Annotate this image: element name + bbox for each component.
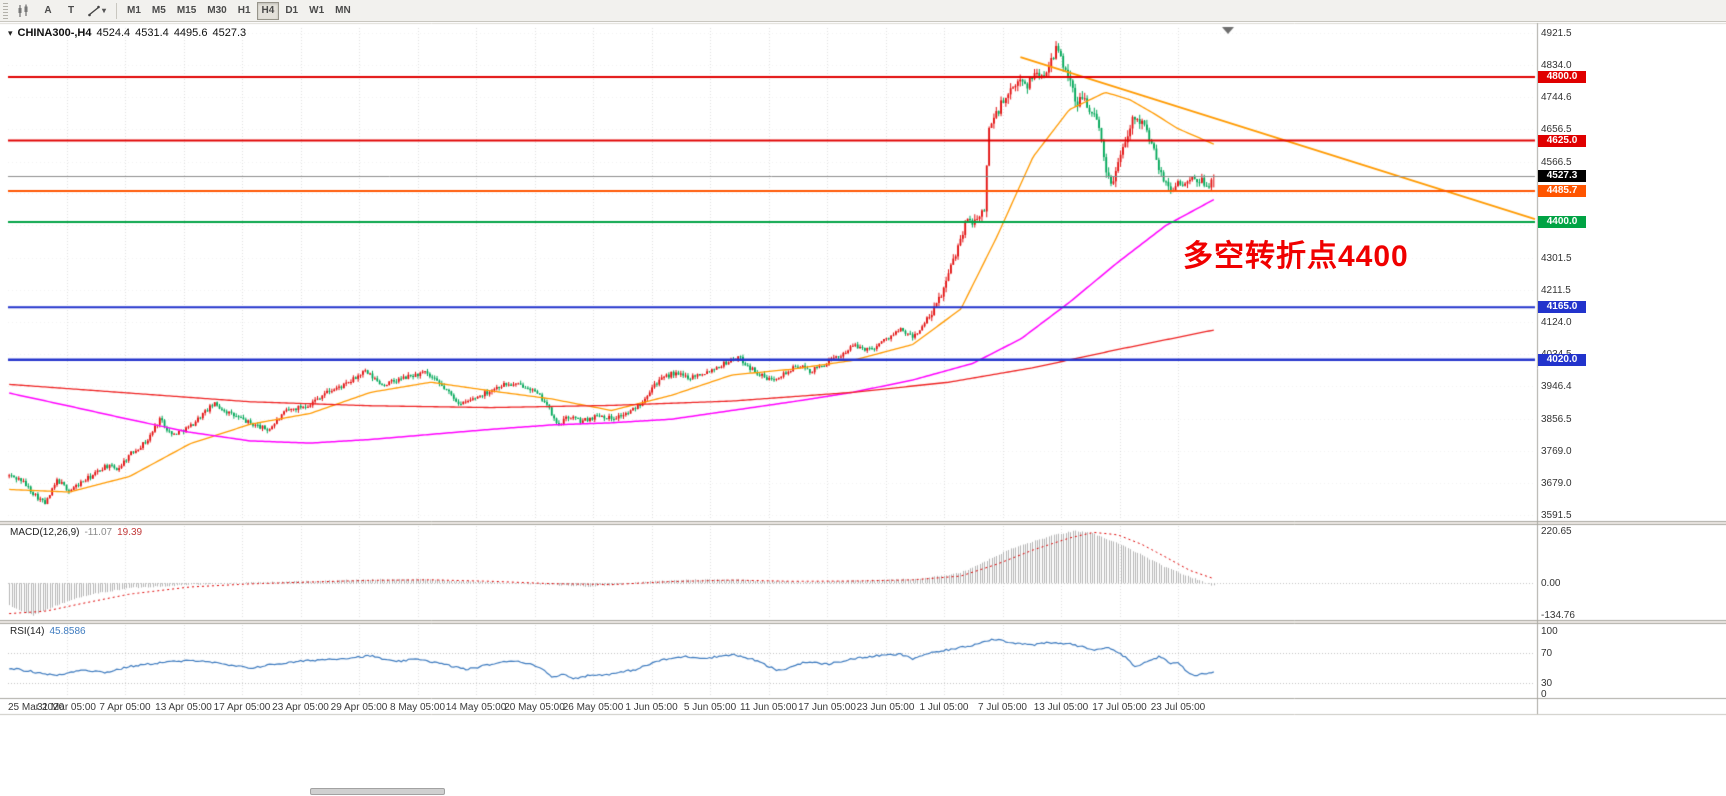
chart-ohlc-title: ▾ CHINA300-,H4 4524.4 4531.4 4495.6 4527… xyxy=(8,27,246,39)
toolbar: A T ▾ M1 M5 M15 M30 H1 H4 D1 W1 MN xyxy=(0,0,1726,22)
timeframe-button-m5[interactable]: M5 xyxy=(147,2,171,20)
rsi-value: 45.8586 xyxy=(49,626,86,637)
candlestick-chart-icon xyxy=(18,4,28,17)
macd-indicator-label: MACD(12,26,9) -11.07 19.39 xyxy=(10,527,142,538)
chart-text-annotation[interactable]: 多空转折点4400 xyxy=(1183,240,1409,273)
macd-name: MACD(12,26,9) xyxy=(10,527,80,538)
rsi-indicator-label: RSI(14) 45.8586 xyxy=(10,626,86,637)
text-tool-button[interactable]: A xyxy=(37,2,59,20)
rsi-name: RSI(14) xyxy=(10,626,45,637)
macd-signal-value: 19.39 xyxy=(117,527,143,538)
timeframe-button-w1[interactable]: W1 xyxy=(304,2,329,20)
macd-panel[interactable] xyxy=(0,525,1537,620)
line-tool-dropdown-button[interactable]: ▾ xyxy=(83,2,111,20)
macd-main-value: -11.07 xyxy=(84,527,113,538)
chevron-down-icon: ▾ xyxy=(102,6,107,15)
low-value: 4495.6 xyxy=(173,27,208,39)
toolbar-drag-handle[interactable] xyxy=(3,2,8,19)
symbol-timeframe-label: CHINA300-,H4 xyxy=(17,27,92,39)
collapse-arrow-icon[interactable]: ▾ xyxy=(8,27,13,38)
horizontal-scrollbar-thumb[interactable] xyxy=(310,788,445,795)
timeframe-button-m1[interactable]: M1 xyxy=(122,2,146,20)
rsi-panel[interactable] xyxy=(0,624,1537,698)
close-value: 4527.3 xyxy=(212,27,247,39)
high-value: 4531.4 xyxy=(135,27,169,39)
timeframe-button-m15[interactable]: M15 xyxy=(172,2,201,20)
timeframe-button-d1[interactable]: D1 xyxy=(280,2,303,20)
price-axis[interactable] xyxy=(1537,24,1607,698)
timeframe-button-m30[interactable]: M30 xyxy=(202,2,231,20)
time-axis[interactable] xyxy=(0,700,1537,714)
chart-type-button[interactable] xyxy=(12,2,36,20)
open-value: 4524.4 xyxy=(96,27,131,39)
timeframe-button-h4[interactable]: H4 xyxy=(256,1,280,20)
text-label-tool-button[interactable]: T xyxy=(60,2,82,20)
trendline-tool-icon xyxy=(88,5,100,16)
timeframe-button-mn[interactable]: MN xyxy=(330,2,356,20)
timeframe-button-group: M1 M5 M15 M30 H1 H4 D1 W1 MN xyxy=(122,1,356,20)
toolbar-separator xyxy=(116,2,118,19)
timeframe-button-h1[interactable]: H1 xyxy=(233,2,256,20)
